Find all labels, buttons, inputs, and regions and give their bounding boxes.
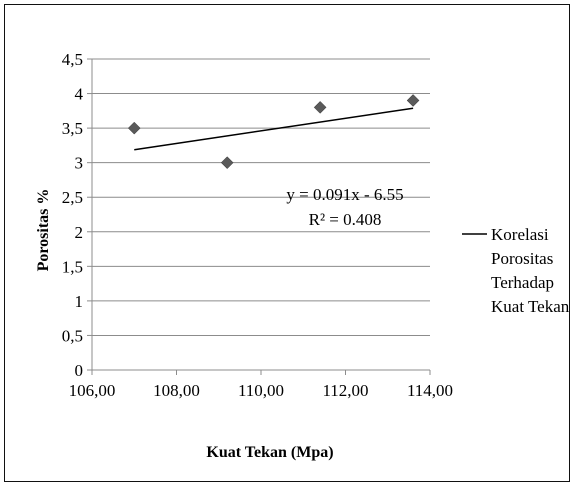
axes (87, 58, 431, 375)
data-point-diamond (220, 156, 234, 170)
y-axis-title: Porositas % (35, 189, 52, 272)
x-axis-title: Kuat Tekan (Mpa) (206, 444, 333, 461)
legend-label-line-2: Porositas (491, 249, 553, 268)
trendline (134, 107, 414, 151)
trendline-r-squared: R² = 0.408 (309, 210, 382, 229)
y-tick-labels: 0 0,5 1 1,5 2 2,5 3 3,5 4 4,5 (62, 50, 84, 380)
x-tick-label: 110,00 (238, 381, 284, 400)
y-tick-label: 3 (75, 154, 84, 173)
data-point-diamond (313, 101, 327, 114)
y-tick-label: 2,5 (62, 188, 83, 207)
y-tick-label: 2 (75, 223, 84, 242)
data-point-diamond (406, 94, 420, 107)
x-tick-label: 106,00 (69, 381, 116, 400)
legend: Korelasi Porositas Terhadap Kuat Tekan (462, 225, 570, 316)
x-tick-labels: 106,00 108,00 110,00 112,00 114,00 (69, 381, 453, 400)
legend-label-line-1: Korelasi (491, 225, 549, 244)
y-tick-label: 1 (75, 292, 84, 311)
data-point-diamond (127, 121, 141, 135)
x-tick-label: 114,00 (407, 381, 453, 400)
x-tick-label: 108,00 (153, 381, 200, 400)
y-tick-label: 0 (75, 361, 84, 380)
y-tick-label: 1,5 (62, 257, 83, 276)
y-tick-label: 4,5 (62, 50, 83, 69)
data-points (127, 94, 420, 170)
legend-label-line-4: Kuat Tekan (491, 297, 570, 316)
gridlines (92, 58, 430, 336)
chart-frame (4, 4, 570, 482)
y-tick-label: 3,5 (62, 119, 83, 138)
trendline-group (134, 107, 414, 151)
trendline-equation: y = 0.091x - 6.55 (286, 185, 403, 204)
legend-label-line-3: Terhadap (491, 273, 554, 292)
x-tick-label: 112,00 (322, 381, 368, 400)
y-tick-label: 0,5 (62, 326, 83, 345)
y-tick-label: 4 (75, 85, 84, 104)
